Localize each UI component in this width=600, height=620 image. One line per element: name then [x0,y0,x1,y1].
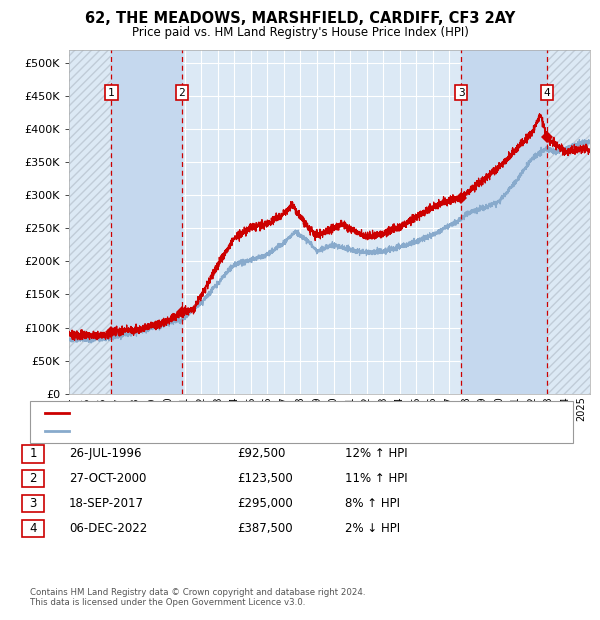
Bar [69,50,112,394]
Text: 4: 4 [29,522,37,534]
Text: £295,000: £295,000 [237,497,293,510]
Text: 1: 1 [108,87,115,97]
Text: 3: 3 [29,497,37,510]
Text: £387,500: £387,500 [237,522,293,534]
Text: 8% ↑ HPI: 8% ↑ HPI [345,497,400,510]
Text: 2: 2 [29,472,37,485]
Text: £92,500: £92,500 [237,448,286,460]
Text: 4: 4 [544,87,551,97]
Bar [547,50,590,394]
Text: 62, THE MEADOWS, MARSHFIELD, CARDIFF, CF3 2AY (detached house): 62, THE MEADOWS, MARSHFIELD, CARDIFF, CF… [72,408,439,418]
Text: 62, THE MEADOWS, MARSHFIELD, CARDIFF, CF3 2AY: 62, THE MEADOWS, MARSHFIELD, CARDIFF, CF… [85,11,515,26]
Text: 26-JUL-1996: 26-JUL-1996 [69,448,142,460]
Text: 12% ↑ HPI: 12% ↑ HPI [345,448,407,460]
Text: Price paid vs. HM Land Registry's House Price Index (HPI): Price paid vs. HM Land Registry's House … [131,26,469,39]
Bar [461,50,547,394]
Text: 2: 2 [179,87,185,97]
Text: HPI: Average price, detached house, Newport: HPI: Average price, detached house, Newp… [72,427,309,436]
Text: 18-SEP-2017: 18-SEP-2017 [69,497,144,510]
Text: Contains HM Land Registry data © Crown copyright and database right 2024.
This d: Contains HM Land Registry data © Crown c… [30,588,365,607]
Text: 3: 3 [458,87,464,97]
Text: 27-OCT-2000: 27-OCT-2000 [69,472,146,485]
Bar [112,50,182,394]
Text: £123,500: £123,500 [237,472,293,485]
Text: 11% ↑ HPI: 11% ↑ HPI [345,472,407,485]
Text: 2% ↓ HPI: 2% ↓ HPI [345,522,400,534]
Text: 1: 1 [29,448,37,460]
Text: 06-DEC-2022: 06-DEC-2022 [69,522,147,534]
